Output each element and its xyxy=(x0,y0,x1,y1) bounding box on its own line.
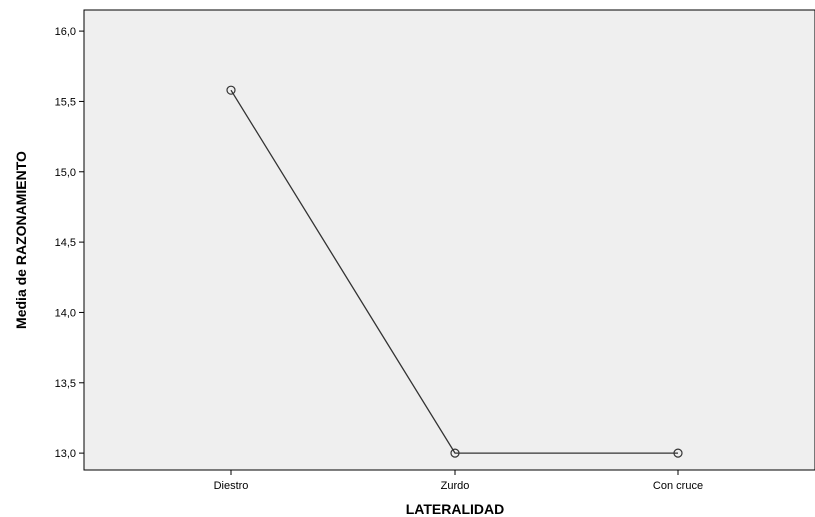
y-tick-label: 13,0 xyxy=(55,448,76,460)
x-tick-label: Zurdo xyxy=(441,480,470,492)
y-tick-label: 14,0 xyxy=(55,307,76,319)
series-line xyxy=(230,89,678,454)
y-tick-label: 16,0 xyxy=(55,26,76,38)
data-points xyxy=(226,85,683,458)
x-tick-label: Diestro xyxy=(214,480,249,492)
data-point xyxy=(673,448,683,458)
y-tick-label: 14,5 xyxy=(55,237,76,249)
plot-area xyxy=(83,9,815,471)
y-tick-label: 13,5 xyxy=(55,378,76,390)
data-point xyxy=(226,85,236,95)
data-point xyxy=(450,448,460,458)
x-axis-title: LATERALIDAD xyxy=(406,501,505,517)
y-axis: 13,0 13,5 14,0 14,5 15,0 15,5 16,0 xyxy=(55,26,84,460)
y-tick-label: 15,5 xyxy=(55,96,76,108)
y-tick-label: 15,0 xyxy=(55,167,76,179)
y-axis-title: Media de RAZONAMIENTO xyxy=(13,151,29,329)
x-axis: Diestro Zurdo Con cruce xyxy=(214,470,703,492)
x-tick-label: Con cruce xyxy=(653,480,703,492)
